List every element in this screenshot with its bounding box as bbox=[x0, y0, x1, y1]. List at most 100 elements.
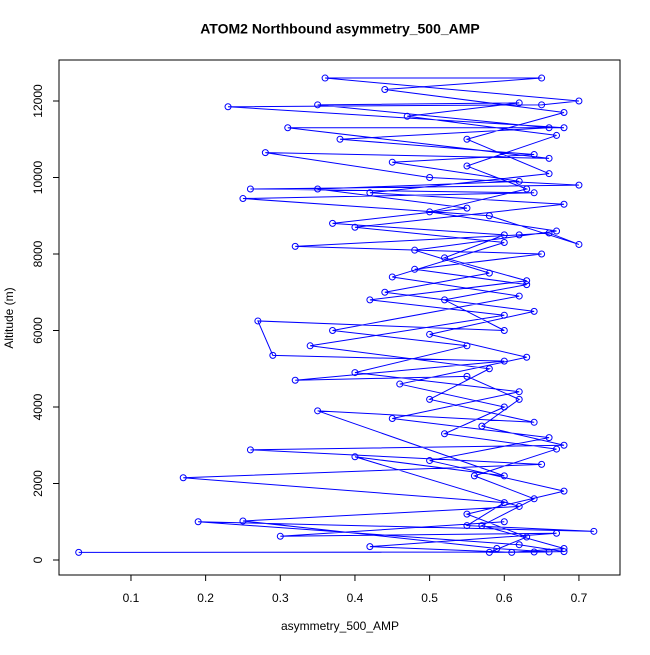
data-point bbox=[463, 522, 471, 530]
data-point bbox=[500, 239, 508, 247]
data-point bbox=[500, 311, 508, 319]
data-point bbox=[560, 124, 568, 132]
data-point bbox=[366, 296, 374, 304]
y-tick-label: 12000 bbox=[31, 84, 45, 118]
data-point bbox=[463, 135, 471, 143]
data-point bbox=[470, 472, 478, 480]
data-point bbox=[560, 441, 568, 449]
data-point bbox=[336, 135, 344, 143]
data-point bbox=[515, 177, 523, 185]
data-point bbox=[523, 277, 531, 285]
data-point bbox=[545, 434, 553, 442]
data-point bbox=[75, 548, 83, 556]
data-point bbox=[515, 502, 523, 510]
data-point bbox=[500, 472, 508, 480]
data-point bbox=[493, 545, 501, 553]
data-point bbox=[314, 185, 322, 193]
data-point bbox=[426, 208, 434, 216]
data-point bbox=[515, 292, 523, 300]
data-point bbox=[545, 154, 553, 162]
data-point bbox=[254, 317, 262, 325]
data-point bbox=[515, 395, 523, 403]
data-point bbox=[314, 101, 322, 109]
data-point bbox=[560, 200, 568, 208]
y-tick-label: 4000 bbox=[31, 393, 45, 420]
x-tick-label: 0.2 bbox=[197, 591, 214, 605]
data-point bbox=[261, 149, 269, 157]
data-point bbox=[530, 307, 538, 315]
data-point bbox=[523, 533, 531, 541]
data-point bbox=[224, 103, 232, 111]
data-point bbox=[329, 219, 337, 227]
data-point bbox=[291, 242, 299, 250]
x-axis-label: asymmetry_500_AMP bbox=[281, 619, 399, 633]
data-point bbox=[515, 388, 523, 396]
y-tick-label: 2000 bbox=[31, 470, 45, 497]
data-point bbox=[388, 273, 396, 281]
data-point bbox=[538, 74, 546, 82]
data-point bbox=[381, 288, 389, 296]
data-point bbox=[276, 532, 284, 540]
data-point bbox=[553, 529, 561, 537]
data-point bbox=[590, 527, 598, 535]
data-point bbox=[530, 418, 538, 426]
data-line bbox=[78, 77, 594, 553]
y-tick-label: 10000 bbox=[31, 160, 45, 194]
data-point bbox=[530, 548, 538, 556]
data-point bbox=[351, 223, 359, 231]
data-point bbox=[523, 353, 531, 361]
data-point bbox=[239, 195, 247, 203]
data-point bbox=[523, 281, 531, 289]
y-tick-label: 6000 bbox=[31, 317, 45, 344]
data-point bbox=[500, 327, 508, 335]
data-point bbox=[463, 204, 471, 212]
data-point bbox=[538, 101, 546, 109]
data-point bbox=[388, 158, 396, 166]
data-point bbox=[179, 474, 187, 482]
data-point bbox=[246, 185, 254, 193]
data-point bbox=[560, 548, 568, 556]
data-point bbox=[545, 170, 553, 178]
data-point bbox=[463, 162, 471, 170]
x-tick-label: 0.7 bbox=[571, 591, 588, 605]
data-point bbox=[366, 189, 374, 197]
data-point bbox=[500, 499, 508, 507]
data-point bbox=[485, 212, 493, 220]
data-point bbox=[194, 518, 202, 526]
data-point bbox=[306, 342, 314, 350]
x-tick-label: 0.5 bbox=[421, 591, 438, 605]
data-point bbox=[426, 174, 434, 182]
y-axis-label: Altitude (m) bbox=[2, 287, 16, 348]
data-point bbox=[284, 124, 292, 132]
data-point bbox=[545, 548, 553, 556]
data-point bbox=[538, 250, 546, 258]
data-point bbox=[381, 86, 389, 94]
data-point bbox=[560, 487, 568, 495]
data-point bbox=[530, 189, 538, 197]
data-point bbox=[575, 181, 583, 189]
data-point bbox=[426, 457, 434, 465]
data-point bbox=[485, 548, 493, 556]
data-point bbox=[500, 231, 508, 239]
data-point bbox=[403, 112, 411, 120]
data-point bbox=[545, 229, 553, 237]
data-point bbox=[441, 254, 449, 262]
data-point bbox=[411, 265, 419, 273]
data-point bbox=[575, 240, 583, 248]
data-point bbox=[411, 246, 419, 254]
data-point bbox=[388, 414, 396, 422]
data-point bbox=[553, 131, 561, 139]
data-point bbox=[545, 124, 553, 132]
data-point bbox=[485, 365, 493, 373]
data-point bbox=[314, 407, 322, 415]
x-tick-label: 0.6 bbox=[496, 591, 513, 605]
y-tick-label: 0 bbox=[31, 556, 45, 563]
data-point bbox=[485, 269, 493, 277]
data-point bbox=[463, 510, 471, 518]
data-point bbox=[530, 151, 538, 159]
data-point bbox=[500, 357, 508, 365]
data-point bbox=[366, 543, 374, 551]
